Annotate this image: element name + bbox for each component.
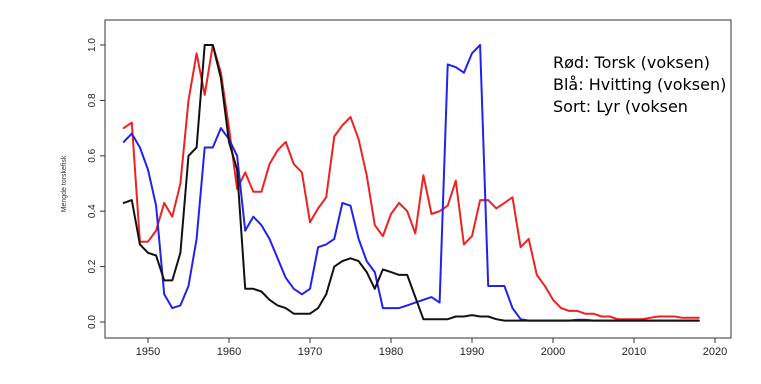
y-axis-label: Mengde torskefisk xyxy=(61,155,68,212)
x-tick-label: 2020 xyxy=(703,346,727,358)
legend-item-whiting: Blå: Hvitting (voksen) xyxy=(553,75,727,94)
y-tick-label: 0.4 xyxy=(87,204,98,218)
legend-item-saithe: Sort: Lyr (voksen xyxy=(553,97,688,116)
x-tick-label: 1960 xyxy=(217,346,241,358)
legend: Rød: Torsk (voksen) Blå: Hvitting (vokse… xyxy=(553,52,726,118)
series-line-saithe xyxy=(122,44,700,322)
x-tick-label: 1980 xyxy=(379,346,403,358)
x-tick-label: 1970 xyxy=(298,346,322,358)
series-line-cod xyxy=(122,44,700,321)
y-tick-label: 0.6 xyxy=(87,148,98,162)
axes: 1950 1960 1970 1980 1990 2000 2010 2020 0.0 0.2 0.… xyxy=(87,19,732,358)
y-tick-label: 0.0 xyxy=(87,315,98,329)
x-tick-label: 2010 xyxy=(622,346,646,358)
legend-item-cod: Rød: Torsk (voksen) xyxy=(553,53,710,72)
plot-frame xyxy=(104,19,732,339)
x-tick-label: 1950 xyxy=(136,346,160,358)
y-tick-label: 1.0 xyxy=(87,38,98,52)
series-layer xyxy=(122,44,700,322)
x-tick-label: 1990 xyxy=(460,346,484,358)
y-tick-label: 0.2 xyxy=(87,259,98,273)
x-tick-label: 2000 xyxy=(541,346,565,358)
y-tick-label: 0.8 xyxy=(87,93,98,107)
